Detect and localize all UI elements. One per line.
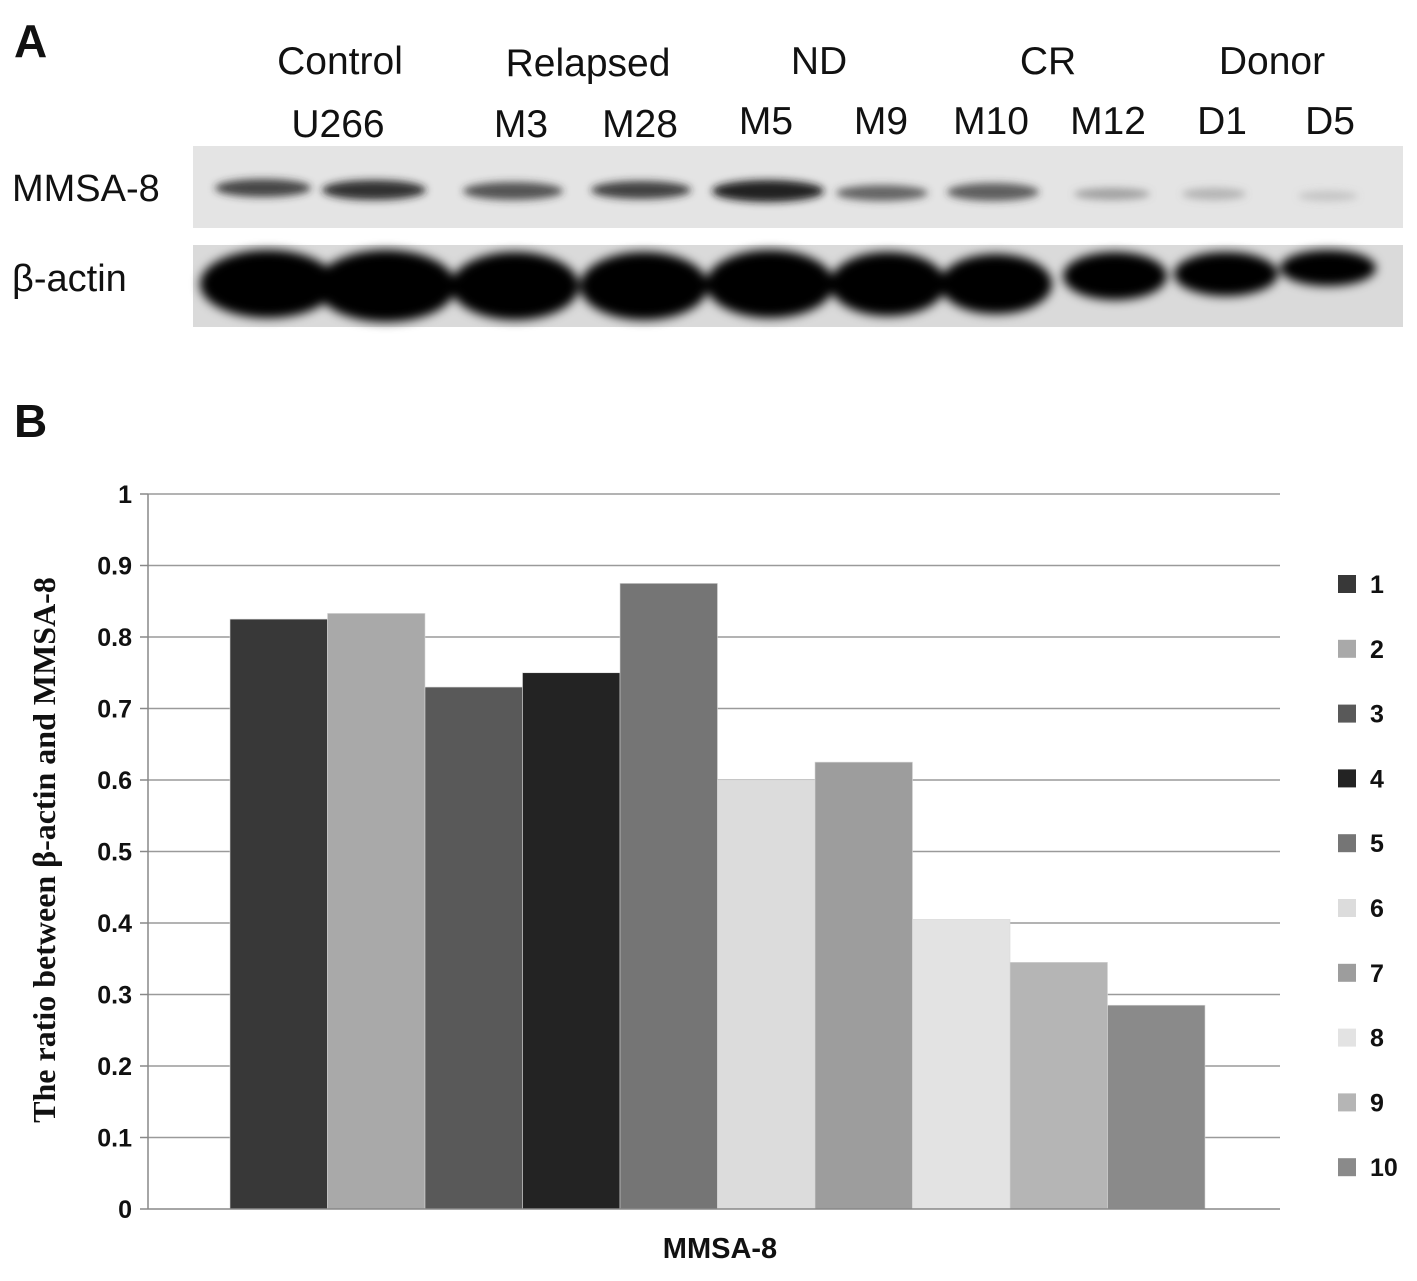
legend-swatch — [1338, 639, 1356, 658]
bar-series-7 — [814, 761, 913, 1210]
mmsa8-bands — [215, 179, 1358, 202]
panel-b-letter: B — [14, 395, 48, 447]
bar-series-2 — [327, 613, 426, 1210]
y-tick-label: 0.6 — [97, 767, 132, 795]
y-tick-label: 0.2 — [97, 1053, 132, 1081]
lane-label-m28: M28 — [602, 103, 678, 146]
y-tick-label: 1 — [118, 481, 132, 509]
group-label-cr: CR — [1019, 40, 1077, 83]
legend-label: 8 — [1370, 1025, 1384, 1053]
legend-label: 4 — [1370, 765, 1384, 793]
group-label-nd: ND — [790, 40, 848, 83]
lane-label-d1: D1 — [1197, 100, 1247, 143]
bar-series-5 — [619, 583, 718, 1210]
row-label-mmsa8: MMSA-8 — [12, 168, 160, 210]
lane-label-d5: D5 — [1305, 100, 1355, 143]
legend-swatch — [1338, 1093, 1356, 1112]
x-axis-label: MMSA-8 — [663, 1233, 777, 1265]
beta-actin-bands — [200, 250, 1376, 322]
bar-series-10 — [1107, 1004, 1206, 1210]
legend-swatch — [1338, 834, 1356, 853]
legend-label: 10 — [1370, 1154, 1398, 1182]
lane-label-m5: M5 — [738, 100, 794, 143]
y-tick-label: 0.4 — [97, 910, 132, 938]
panel-a-letter: A — [14, 15, 48, 67]
lane-label-m9: M9 — [853, 100, 909, 143]
legend-label: 5 — [1370, 830, 1384, 858]
legend-swatch — [1338, 963, 1356, 982]
row-label-beta-actin: β-actin — [12, 258, 127, 300]
y-tick-label: 0.8 — [97, 624, 132, 652]
legend-swatch — [1338, 704, 1356, 723]
y-axis-label: The ratio between β-actin and MMSA-8 — [26, 577, 62, 1123]
legend-label: 1 — [1370, 571, 1384, 599]
bars — [229, 583, 1206, 1210]
y-tick-label: 0.7 — [97, 696, 132, 724]
legend: 1 2 3 4 5 6 7 8 9 10 — [1338, 571, 1398, 1182]
bar-series-9 — [1009, 962, 1108, 1210]
bar-series-6 — [717, 779, 816, 1210]
legend-swatch — [1338, 575, 1356, 593]
lane-label-u266: U266 — [291, 103, 385, 146]
legend-swatch — [1338, 1028, 1356, 1047]
legend-swatch — [1338, 899, 1356, 917]
bar-series-8 — [912, 919, 1011, 1210]
lane-label-m12: M12 — [1070, 100, 1146, 143]
lane-label-m10: M10 — [953, 100, 1029, 143]
legend-label: 3 — [1370, 701, 1384, 729]
western-blot-image — [193, 146, 1403, 327]
legend-label: 9 — [1370, 1089, 1384, 1117]
y-tick-label: 0.3 — [97, 982, 132, 1010]
group-label-donor: Donor — [1218, 40, 1326, 83]
bar-series-1 — [229, 618, 328, 1210]
bar-series-3 — [424, 686, 523, 1210]
legend-swatch — [1338, 769, 1356, 788]
y-axis-ticks: 0 0.1 0.2 0.3 0.4 0.5 0.6 0.7 0.8 0.9 1 — [97, 481, 148, 1224]
legend-label: 7 — [1370, 960, 1384, 988]
y-tick-label: 0.1 — [97, 1125, 132, 1153]
y-tick-label: 0.9 — [97, 553, 132, 581]
bar-series-4 — [522, 672, 621, 1210]
lane-label-m3: M3 — [493, 103, 549, 146]
group-label-relapsed: Relapsed — [505, 42, 671, 85]
group-label-control: Control — [277, 40, 403, 83]
legend-label: 6 — [1370, 895, 1384, 923]
legend-label: 2 — [1370, 636, 1384, 664]
y-tick-label: 0 — [118, 1196, 132, 1224]
y-tick-label: 0.5 — [97, 839, 132, 867]
legend-swatch — [1338, 1158, 1356, 1177]
